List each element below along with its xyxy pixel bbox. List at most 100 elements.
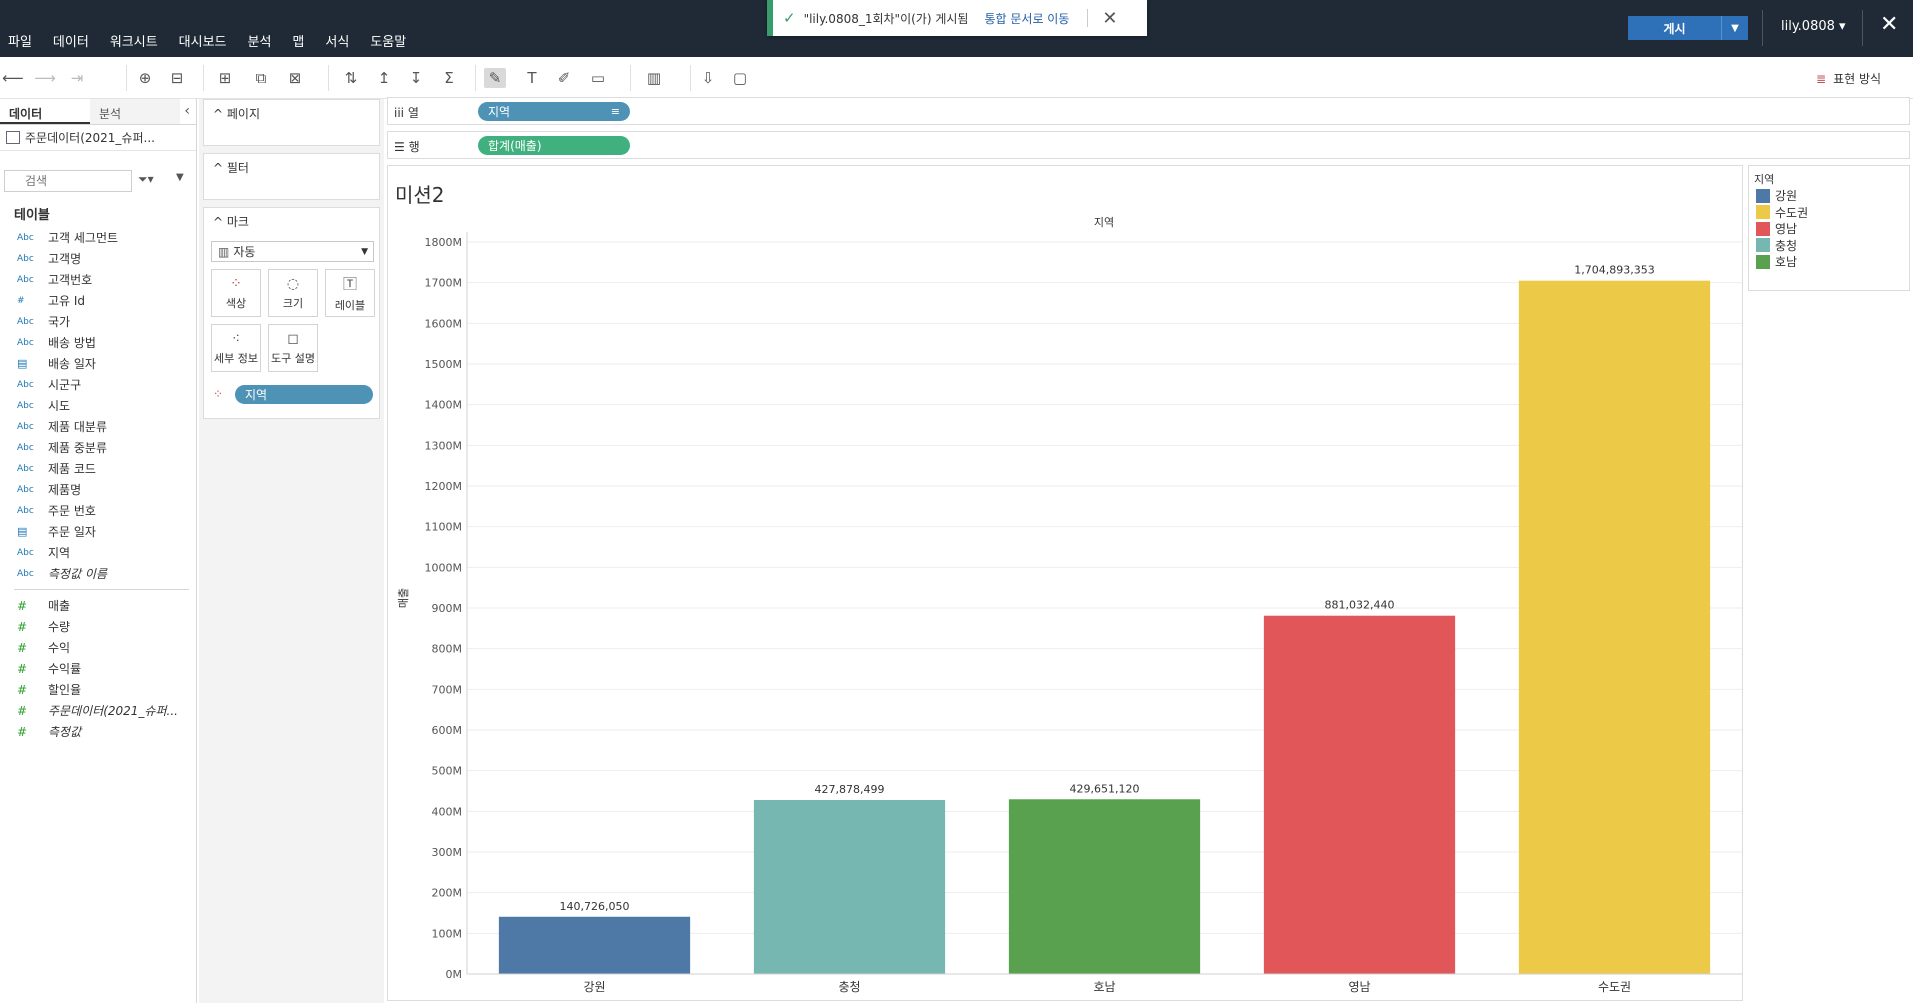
dimension-field[interactable]: Abc 제품 중분류	[0, 437, 197, 458]
pages-card[interactable]: ^ 페이지	[203, 99, 380, 146]
dimension-field[interactable]: Abc 시군구	[0, 374, 197, 395]
field-name: 국가	[48, 315, 71, 329]
collapse-icon[interactable]: ‹	[184, 103, 190, 119]
chevron-up-icon[interactable]: ^	[213, 161, 224, 175]
divider	[203, 65, 204, 91]
chevron-down-icon: ▼	[361, 246, 368, 257]
show-me-button[interactable]: ≣ 표현 방식	[1816, 70, 1881, 87]
format-icon[interactable]: ✐	[557, 69, 571, 87]
swap-icon[interactable]: ⇅	[344, 69, 358, 87]
dimension-field[interactable]: Abc 제품 대분류	[0, 416, 197, 437]
datasource-item[interactable]: 주문데이터(2021_슈퍼...	[0, 125, 196, 151]
columns-icon: iii	[394, 106, 405, 120]
menu-item[interactable]: 워크시트	[109, 35, 158, 50]
legend-item[interactable]: 충청	[1756, 237, 1797, 254]
duplicate-sheet-icon[interactable]: ⧉	[255, 69, 267, 87]
dimension-field[interactable]: Abc 제품 코드	[0, 458, 197, 479]
rows-pill[interactable]: 합계(매출)	[478, 136, 630, 155]
menu-item[interactable]: 서식	[325, 35, 350, 50]
legend-item[interactable]: 영남	[1756, 220, 1797, 237]
x-tick-label: 호남	[1093, 980, 1115, 994]
bar[interactable]	[1518, 280, 1711, 974]
columns-pill[interactable]: 지역 ≡	[478, 102, 630, 121]
new-datasource-icon[interactable]: ⊕	[138, 69, 152, 87]
menu-item[interactable]: 분석	[247, 35, 272, 50]
dimension-field[interactable]: Abc 제품명	[0, 479, 197, 500]
measure-field[interactable]: # 주문데이터(2021_슈퍼...	[0, 700, 197, 721]
publish-label[interactable]: 게시	[1628, 16, 1722, 40]
close-window-icon[interactable]: ✕	[1880, 12, 1899, 37]
dimension-field[interactable]: # 고유 Id	[0, 290, 197, 311]
color-button[interactable]: ⁘ 색상	[211, 269, 261, 317]
filters-card[interactable]: ^ 필터	[203, 153, 380, 200]
y-tick-label: 100M	[432, 927, 463, 940]
legend-item[interactable]: 수도권	[1756, 204, 1808, 221]
measure-field[interactable]: # 매출	[0, 595, 197, 616]
chevron-up-icon[interactable]: ^	[213, 107, 224, 121]
sort-descending-icon[interactable]: ↧	[409, 69, 423, 87]
go-to-workbook-link[interactable]: 통합 문서로 이동	[984, 11, 1070, 26]
clear-sheet-icon[interactable]: ⊠	[288, 69, 302, 87]
download-icon[interactable]: ⇩	[701, 69, 715, 87]
show-me-icon: ≣	[1816, 71, 1827, 86]
color-field-pill[interactable]: 지역	[235, 385, 373, 404]
dimension-field[interactable]: Abc 시도	[0, 395, 197, 416]
measure-field[interactable]: # 수익	[0, 637, 197, 658]
sort-ascending-icon[interactable]: ↥	[377, 69, 391, 87]
number-type-icon: #	[17, 619, 28, 634]
tab-data[interactable]: 데이터	[0, 99, 90, 124]
measure-field[interactable]: # 수익률	[0, 658, 197, 679]
legend-item[interactable]: 강원	[1756, 187, 1797, 204]
aggregate-icon[interactable]: Σ	[444, 69, 454, 87]
presentation-icon[interactable]: ▢	[732, 69, 748, 87]
size-button[interactable]: ◌ 크기	[268, 269, 318, 317]
dimension-field[interactable]: Abc 주문 번호	[0, 500, 197, 521]
menu-item[interactable]: 대시보드	[178, 35, 227, 50]
tab-analysis[interactable]: 분석	[90, 99, 180, 124]
dimension-field[interactable]: Abc 측정값 이름	[0, 563, 197, 584]
measure-field[interactable]: # 수량	[0, 616, 197, 637]
legend-item[interactable]: 호남	[1756, 253, 1797, 270]
user-menu[interactable]: lily.0808 ▾	[1781, 19, 1846, 34]
chevron-down-icon[interactable]: ▼	[176, 172, 184, 183]
fit-icon[interactable]: ▭	[590, 69, 606, 87]
dimension-field[interactable]: Abc 지역	[0, 542, 197, 563]
rows-shelf: ☰ 행 합계(매출)	[387, 131, 1910, 159]
menu-item[interactable]: 파일	[8, 35, 32, 50]
pause-updates-icon[interactable]: ⊟	[170, 69, 184, 87]
dimension-field[interactable]: Abc 고객 세그먼트	[0, 227, 197, 248]
new-sheet-icon[interactable]: ⊞	[218, 69, 232, 87]
undo-icon[interactable]: ⟵	[2, 69, 24, 87]
detail-button[interactable]: ⁖ 세부 정보	[211, 324, 261, 372]
dimension-field[interactable]: Abc 고객번호	[0, 269, 197, 290]
dimension-field[interactable]: Abc 배송 방법	[0, 332, 197, 353]
replay-icon[interactable]: ⇥	[70, 69, 84, 87]
bar[interactable]	[1008, 799, 1201, 974]
search-input[interactable]	[4, 170, 132, 192]
bar[interactable]	[753, 799, 946, 974]
menu-item[interactable]: 맵	[292, 35, 305, 50]
number-type-icon: #	[17, 640, 28, 655]
close-icon[interactable]: ✕	[1102, 7, 1118, 29]
label-button[interactable]: 🅃 레이블	[325, 269, 375, 317]
menu-item[interactable]: 데이터	[52, 35, 89, 50]
menu-item[interactable]: 도움말	[370, 35, 407, 50]
show-cards-icon[interactable]: ▥	[646, 69, 662, 87]
dimension-field[interactable]: ▤ 주문 일자	[0, 521, 197, 542]
filter-icon[interactable]: ⏷▾	[138, 172, 154, 186]
tooltip-button[interactable]: ◻ 도구 설명	[268, 324, 318, 372]
mark-type-select[interactable]: ▥ 자동 ▼	[211, 241, 374, 262]
labels-icon[interactable]: T	[527, 69, 537, 87]
highlight-icon[interactable]: ✎	[484, 68, 506, 88]
publish-button[interactable]: 게시 ▼	[1628, 16, 1748, 40]
chevron-up-icon[interactable]: ^	[213, 215, 224, 229]
redo-icon[interactable]: ⟶	[34, 69, 56, 87]
dimension-field[interactable]: ▤ 배송 일자	[0, 353, 197, 374]
chevron-down-icon[interactable]: ▼	[1731, 22, 1739, 34]
dimension-field[interactable]: Abc 고객명	[0, 248, 197, 269]
measure-field[interactable]: # 할인율	[0, 679, 197, 700]
bar[interactable]	[1263, 615, 1456, 974]
bar[interactable]	[498, 916, 691, 974]
dimension-field[interactable]: Abc 국가	[0, 311, 197, 332]
measure-field[interactable]: # 측정값	[0, 721, 197, 742]
